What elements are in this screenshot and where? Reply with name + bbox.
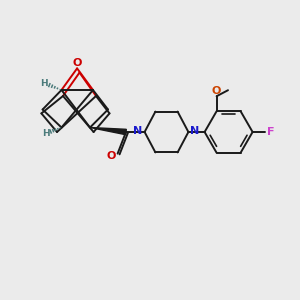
Text: O: O bbox=[211, 86, 221, 96]
Text: O: O bbox=[107, 151, 116, 161]
Text: F: F bbox=[267, 127, 274, 137]
Text: O: O bbox=[72, 58, 82, 68]
Polygon shape bbox=[90, 128, 126, 135]
Text: H: H bbox=[42, 129, 50, 138]
Text: H: H bbox=[40, 79, 48, 88]
Text: N: N bbox=[134, 126, 142, 136]
Text: N: N bbox=[190, 126, 200, 136]
